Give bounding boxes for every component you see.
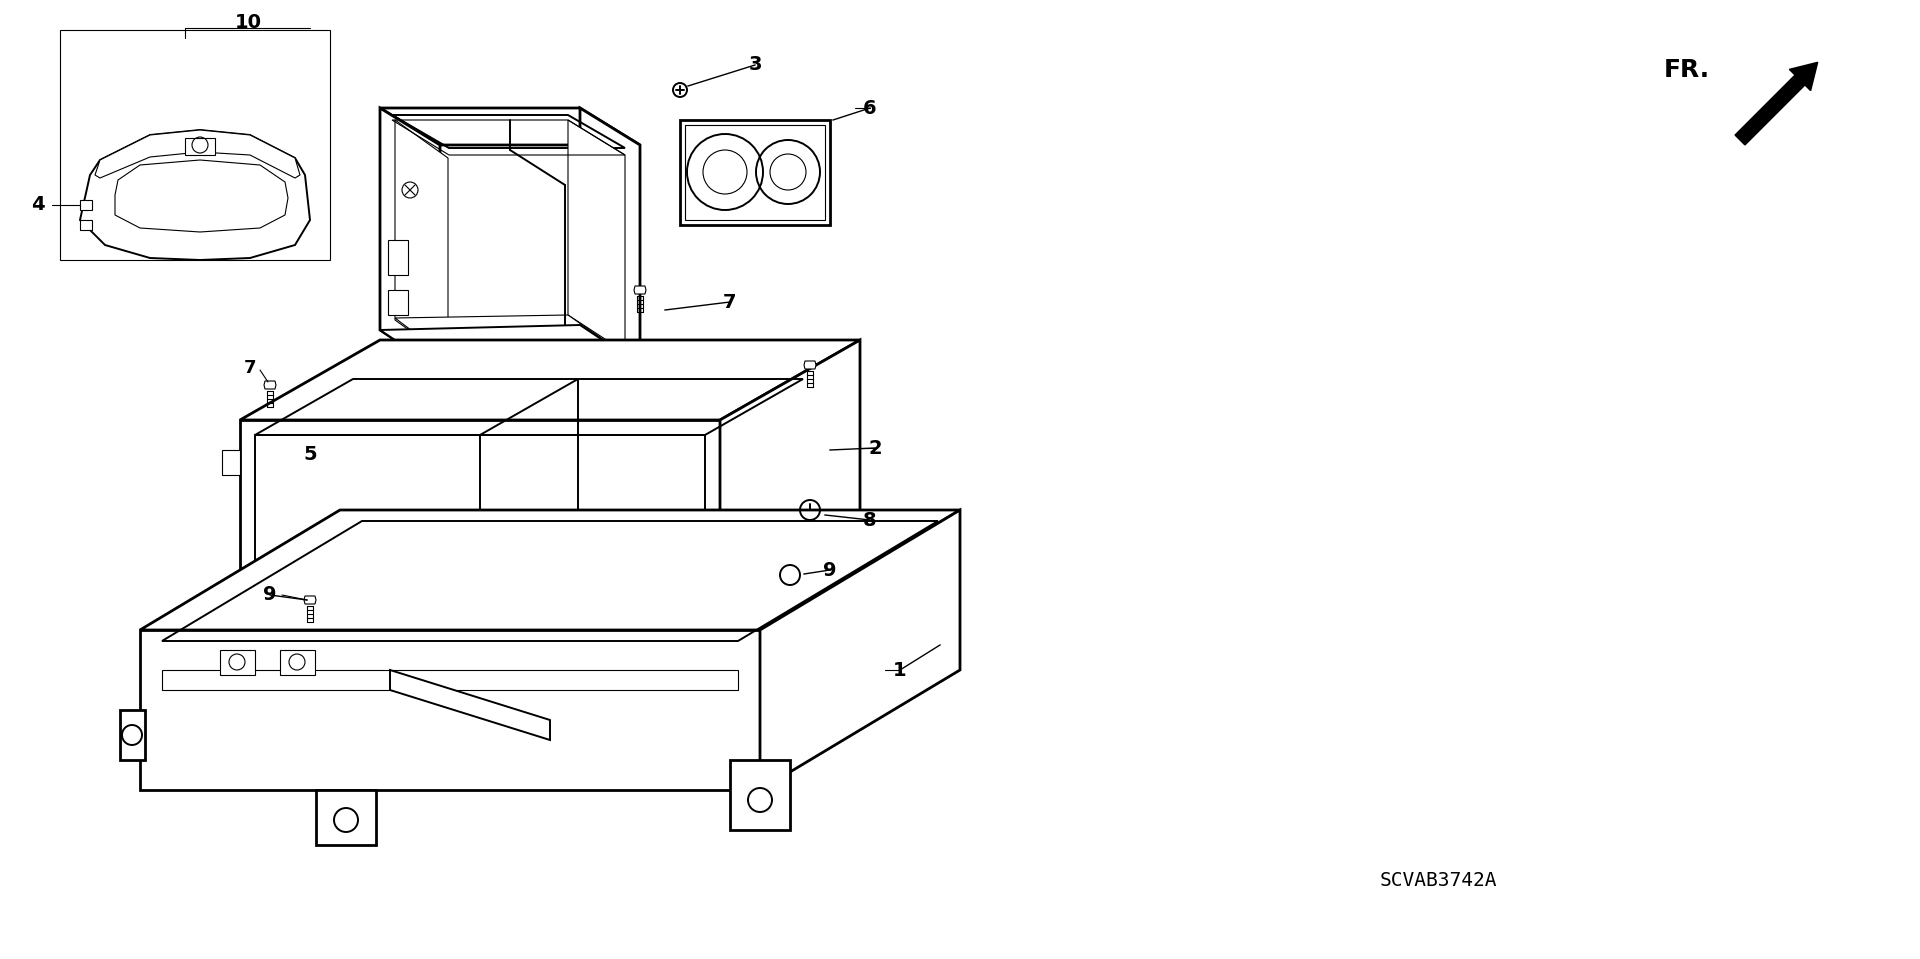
Text: 8: 8 <box>864 510 877 529</box>
Text: SCVAB3742A: SCVAB3742A <box>1380 871 1498 890</box>
Polygon shape <box>751 520 789 545</box>
Polygon shape <box>751 570 789 600</box>
Text: 7: 7 <box>724 292 737 312</box>
Text: 2: 2 <box>868 438 881 457</box>
Polygon shape <box>81 130 309 260</box>
Polygon shape <box>81 220 92 230</box>
Text: 5: 5 <box>303 446 317 464</box>
Polygon shape <box>380 108 639 145</box>
Polygon shape <box>720 340 860 640</box>
Polygon shape <box>119 710 146 760</box>
Polygon shape <box>580 108 639 365</box>
Polygon shape <box>396 120 447 358</box>
Polygon shape <box>240 420 720 640</box>
Polygon shape <box>140 630 760 790</box>
Polygon shape <box>380 325 639 370</box>
Text: 9: 9 <box>263 586 276 604</box>
Polygon shape <box>568 120 626 352</box>
Polygon shape <box>396 315 626 358</box>
Polygon shape <box>680 120 829 225</box>
Polygon shape <box>634 286 645 294</box>
Polygon shape <box>388 240 407 275</box>
Polygon shape <box>804 361 816 369</box>
Polygon shape <box>265 381 276 389</box>
Text: 4: 4 <box>31 196 44 215</box>
Polygon shape <box>303 596 317 604</box>
Text: FR.: FR. <box>1665 58 1711 82</box>
Text: 1: 1 <box>893 661 906 680</box>
Polygon shape <box>380 108 440 370</box>
Text: 6: 6 <box>864 99 877 118</box>
Polygon shape <box>730 760 789 830</box>
Polygon shape <box>94 130 300 178</box>
Polygon shape <box>221 650 255 675</box>
FancyArrow shape <box>1736 62 1818 145</box>
Polygon shape <box>388 290 407 315</box>
Text: HONDA: HONDA <box>334 531 747 628</box>
Polygon shape <box>140 510 960 630</box>
Text: 3: 3 <box>749 56 762 75</box>
Polygon shape <box>223 450 240 475</box>
Text: 10: 10 <box>234 12 261 32</box>
Polygon shape <box>390 670 549 740</box>
Polygon shape <box>240 340 860 420</box>
Polygon shape <box>317 790 376 845</box>
Text: 7: 7 <box>244 359 255 377</box>
Polygon shape <box>81 200 92 210</box>
Polygon shape <box>330 440 396 460</box>
Polygon shape <box>280 650 315 675</box>
Text: 9: 9 <box>824 560 837 579</box>
Polygon shape <box>760 510 960 790</box>
Polygon shape <box>184 138 215 155</box>
